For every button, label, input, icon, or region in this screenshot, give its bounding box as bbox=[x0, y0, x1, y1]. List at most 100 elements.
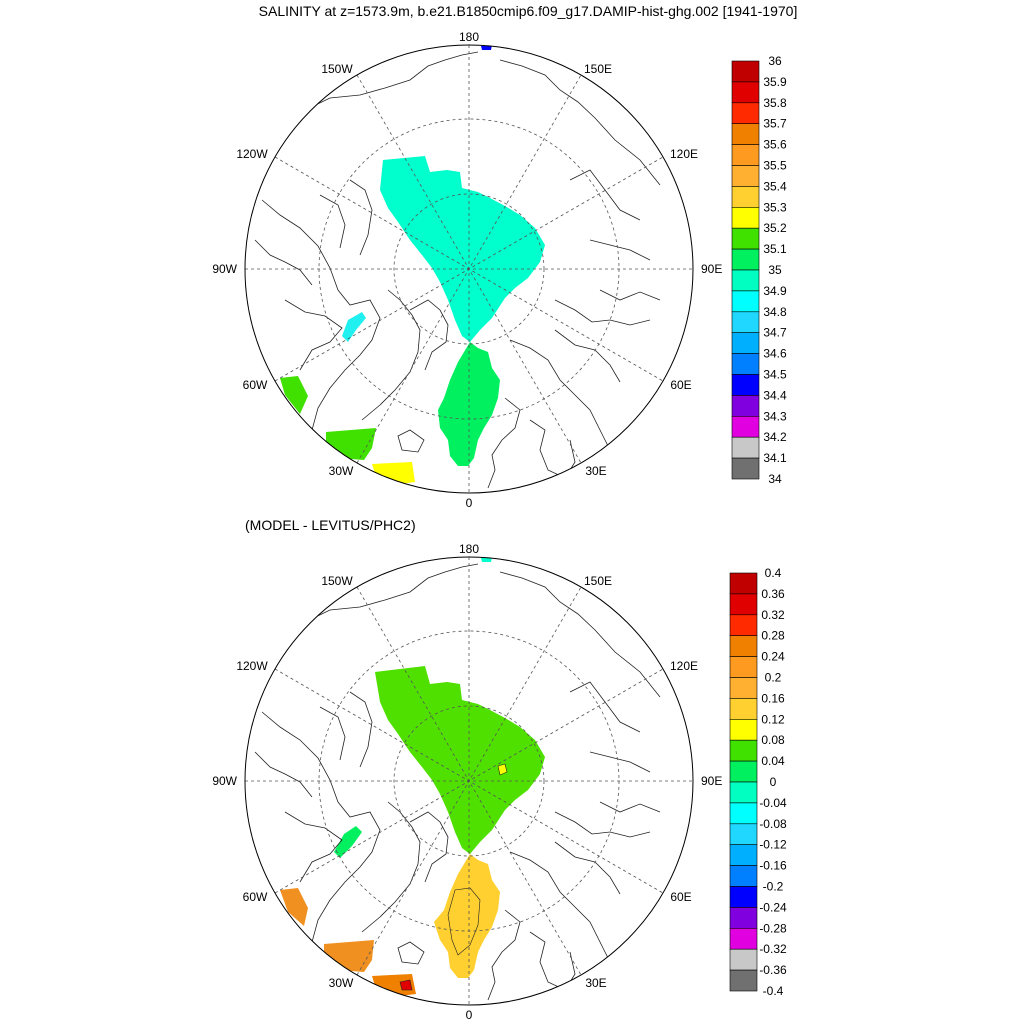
panel-2-boundary bbox=[244, 556, 694, 1006]
colorbar2-label: 0.28 bbox=[761, 629, 785, 643]
colorbar2-label: -0.04 bbox=[759, 796, 787, 810]
colorbar1-swatch bbox=[731, 332, 760, 354]
colorbar1-swatch bbox=[731, 248, 760, 271]
colorbar2-label: -0.2 bbox=[763, 880, 784, 894]
diff-arctic-basin bbox=[375, 666, 545, 854]
colorbar2-label: -0.24 bbox=[759, 900, 787, 914]
colorbar2-swatch bbox=[729, 969, 758, 992]
colorbar1-swatch bbox=[731, 269, 760, 292]
diff-nordic-contour bbox=[447, 887, 481, 956]
diff-labrador bbox=[280, 888, 308, 926]
field-nordic-seas bbox=[438, 342, 500, 466]
colorbar1-label: 34.7 bbox=[763, 326, 787, 340]
colorbar2-label: -0.36 bbox=[759, 963, 787, 977]
colorbar2-label: -0.12 bbox=[759, 838, 787, 852]
colorbar1-swatch bbox=[731, 290, 760, 313]
colorbar2-swatch bbox=[729, 865, 758, 887]
colorbar2-label: -0.08 bbox=[759, 817, 787, 831]
field-baffin-bay bbox=[342, 312, 366, 342]
colorbar2-label: 0.08 bbox=[761, 733, 785, 747]
lon-label-60w: 60W bbox=[243, 890, 268, 904]
diff-irminger bbox=[324, 940, 374, 972]
colorbar2-label: 0.12 bbox=[761, 712, 785, 726]
colorbar1-swatch bbox=[731, 123, 760, 145]
colorbar1-label: 35.3 bbox=[763, 200, 787, 214]
colorbar2-label: -0.4 bbox=[763, 984, 784, 998]
colorbar1-label: 34.8 bbox=[763, 305, 787, 319]
colorbar2-swatch bbox=[729, 927, 758, 950]
panel-1-boundary bbox=[244, 44, 694, 494]
colorbar2-label: 0.4 bbox=[765, 566, 782, 580]
diff-iceland-core bbox=[399, 979, 413, 991]
colorbar1-label: 34.6 bbox=[763, 347, 787, 361]
colorbar1-label: 35.9 bbox=[763, 75, 787, 89]
lon-label-90e: 90E bbox=[701, 262, 722, 276]
colorbar1-swatch bbox=[731, 165, 760, 187]
diff-iceland-basin bbox=[372, 974, 416, 996]
colorbar2-swatch bbox=[729, 698, 758, 720]
lon-label-150e: 150E bbox=[584, 574, 612, 588]
colorbar1-swatch bbox=[731, 395, 760, 417]
lon-label-0: 0 bbox=[466, 496, 473, 510]
field-iceland-basin bbox=[372, 462, 415, 484]
colorbar2-swatch bbox=[729, 844, 758, 866]
colorbar1-label: 34.2 bbox=[763, 430, 787, 444]
diff-yellow-spot bbox=[497, 763, 508, 776]
colorbar2-label: 0.16 bbox=[761, 691, 785, 705]
lon-label-150e: 150E bbox=[584, 62, 612, 76]
diff-baffin-bay bbox=[334, 826, 362, 858]
panel-1-graticule bbox=[245, 45, 693, 493]
panel-1-coastlines bbox=[254, 51, 661, 489]
lon-label-60w: 60W bbox=[243, 378, 268, 392]
panel-1-map: 180 0 90W 90E 150W 120W 60W 30W 150E 120… bbox=[212, 30, 722, 510]
colorbar1-label: 34.5 bbox=[763, 368, 787, 382]
colorbar1-swatch bbox=[731, 415, 760, 438]
colorbar1-label: 35.6 bbox=[763, 138, 787, 152]
colorbar2-label: -0.16 bbox=[759, 859, 787, 873]
colorbar1-swatch bbox=[731, 60, 760, 83]
colorbar2-swatch bbox=[729, 948, 758, 971]
panel-2-map: 180 0 90W 90E 150W 120W 60W 30W 150E 120… bbox=[212, 542, 722, 1022]
colorbar1-label: 35.5 bbox=[763, 159, 787, 173]
colorbar2-label: 0 bbox=[770, 775, 777, 789]
lon-label-150w: 150W bbox=[321, 62, 353, 76]
colorbar2-label: -0.32 bbox=[759, 942, 787, 956]
colorbar1-label: 35.4 bbox=[763, 179, 787, 193]
colorbar2-label: 0.36 bbox=[761, 587, 785, 601]
colorbar1-label: 34.9 bbox=[763, 284, 787, 298]
diff-nordic-seas bbox=[434, 854, 500, 978]
lon-label-90w: 90W bbox=[212, 262, 237, 276]
colorbar1-swatch bbox=[731, 102, 760, 125]
colorbar2-label: 0.04 bbox=[761, 754, 785, 768]
lon-label-120w: 120W bbox=[236, 147, 268, 161]
colorbar2-swatch bbox=[729, 635, 758, 657]
lon-label-30w: 30W bbox=[329, 976, 354, 990]
lon-label-30e: 30E bbox=[585, 464, 606, 478]
lon-label-120e: 120E bbox=[670, 147, 698, 161]
colorbar1-label: 35.8 bbox=[763, 96, 787, 110]
lon-label-60e: 60E bbox=[670, 890, 691, 904]
colorbar2-swatch bbox=[729, 823, 758, 845]
colorbar2-swatch bbox=[729, 907, 758, 929]
lon-label-90e: 90E bbox=[701, 774, 722, 788]
colorbar2-swatch bbox=[729, 739, 758, 762]
colorbar1-swatch bbox=[731, 207, 760, 229]
colorbar1-label: 34.4 bbox=[763, 388, 787, 402]
panel-1-fields bbox=[280, 45, 545, 484]
colorbar1-label: 35 bbox=[768, 263, 782, 277]
colorbar2-swatch bbox=[729, 572, 758, 595]
colorbar1-label: 34.3 bbox=[763, 409, 787, 423]
lon-label-150w: 150W bbox=[321, 574, 353, 588]
colorbar2-label: 0.32 bbox=[761, 608, 785, 622]
colorbar1-swatch bbox=[731, 457, 760, 480]
panel-1-lon-labels: 180 0 90W 90E 150W 120W 60W 30W 150E 120… bbox=[212, 30, 722, 510]
colorbar1-swatch bbox=[731, 311, 760, 333]
lon-label-0: 0 bbox=[466, 1008, 473, 1022]
panel-2-fields bbox=[280, 557, 545, 996]
colorbar2-swatch bbox=[729, 593, 758, 616]
figure-title: SALINITY at z=1573.9m, b.e21.B1850cmip6.… bbox=[259, 3, 798, 19]
panel-2-lon-labels: 180 0 90W 90E 150W 120W 60W 30W 150E 120… bbox=[212, 542, 722, 1022]
colorbar1-swatch bbox=[731, 81, 760, 104]
field-irminger bbox=[326, 428, 376, 460]
